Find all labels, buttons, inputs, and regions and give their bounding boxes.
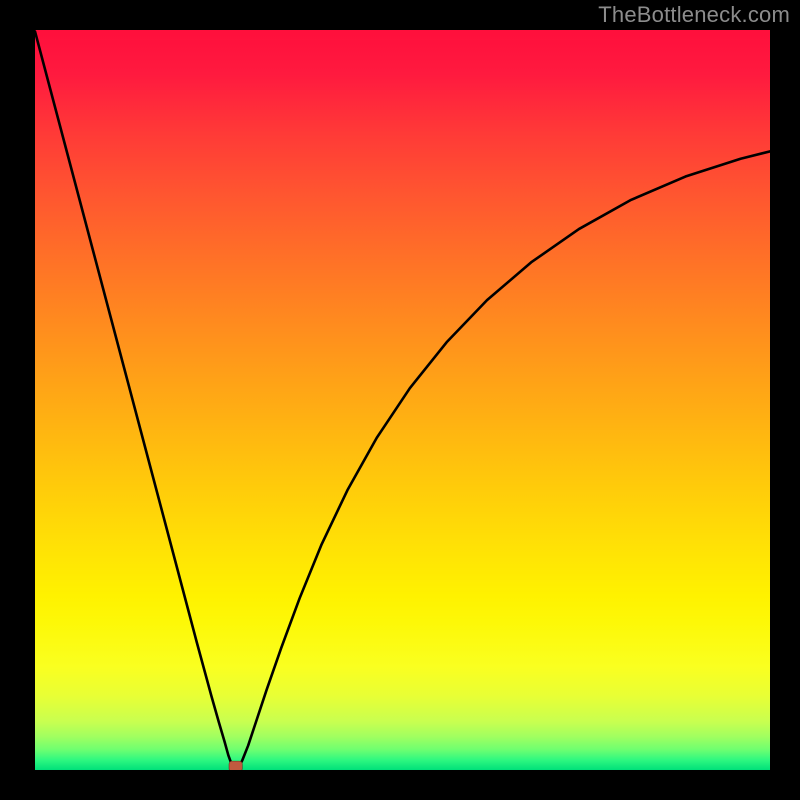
plot-svg xyxy=(35,30,770,770)
minimum-marker xyxy=(229,761,242,770)
plot-area xyxy=(35,30,770,770)
watermark: TheBottleneck.com xyxy=(598,2,790,28)
frame: TheBottleneck.com xyxy=(0,0,800,800)
